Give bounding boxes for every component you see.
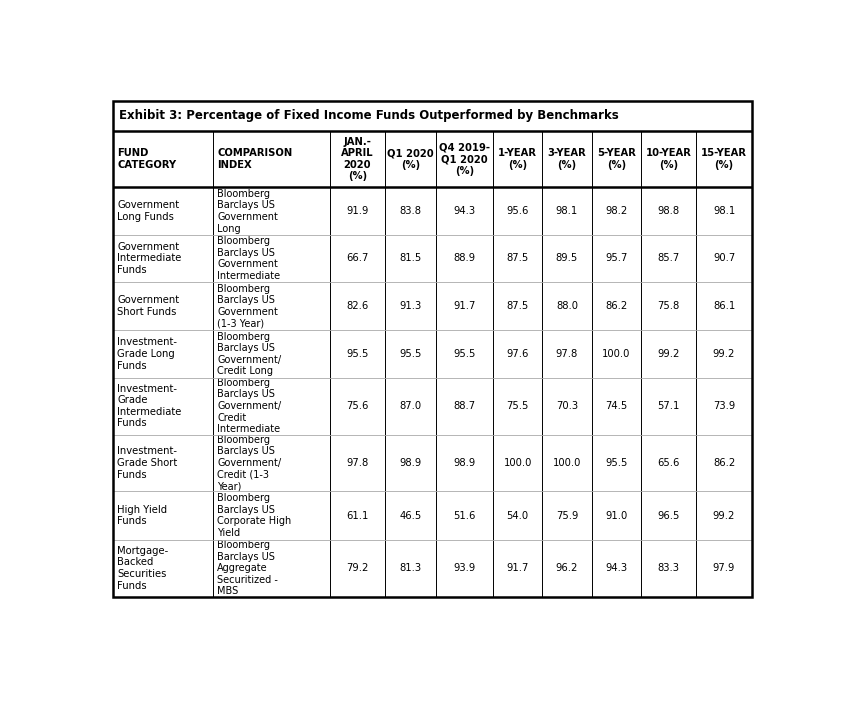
Text: Bloomberg
Barclays US
Government/
Credit Long: Bloomberg Barclays US Government/ Credit… [217,332,281,377]
Text: COMPARISON
INDEX: COMPARISON INDEX [217,149,293,170]
Text: 70.3: 70.3 [556,401,578,411]
Text: 88.0: 88.0 [556,301,578,311]
Text: 91.9: 91.9 [346,206,369,216]
Text: 87.0: 87.0 [399,401,421,411]
Text: Government
Long Funds: Government Long Funds [117,201,180,222]
Text: 86.2: 86.2 [713,458,735,468]
Text: 98.9: 98.9 [399,458,421,468]
Text: 87.5: 87.5 [506,301,529,311]
Text: 83.8: 83.8 [399,206,421,216]
Text: 86.2: 86.2 [605,301,627,311]
Text: 81.3: 81.3 [399,563,421,573]
Text: 90.7: 90.7 [713,253,735,263]
Text: 95.5: 95.5 [399,349,421,359]
Text: 57.1: 57.1 [657,401,680,411]
Text: Q1 2020
(%): Q1 2020 (%) [387,149,434,170]
Text: 97.9: 97.9 [713,563,735,573]
Text: 99.2: 99.2 [713,510,735,521]
Text: 15-YEAR
(%): 15-YEAR (%) [701,149,747,170]
Text: Investment-
Grade Long
Funds: Investment- Grade Long Funds [117,337,177,370]
Text: 5-YEAR
(%): 5-YEAR (%) [597,149,636,170]
Text: 91.3: 91.3 [399,301,421,311]
Text: 98.1: 98.1 [556,206,578,216]
Text: 54.0: 54.0 [506,510,528,521]
Text: 95.5: 95.5 [453,349,475,359]
Text: 3-YEAR
(%): 3-YEAR (%) [548,149,587,170]
Text: Exhibit 3: Percentage of Fixed Income Funds Outperformed by Benchmarks: Exhibit 3: Percentage of Fixed Income Fu… [118,109,619,122]
Text: 81.5: 81.5 [399,253,421,263]
Text: Investment-
Grade
Intermediate
Funds: Investment- Grade Intermediate Funds [117,384,181,429]
Text: 98.8: 98.8 [657,206,679,216]
Text: 88.7: 88.7 [453,401,475,411]
Text: 46.5: 46.5 [399,510,421,521]
Text: 94.3: 94.3 [605,563,627,573]
Text: 100.0: 100.0 [504,458,532,468]
Text: 99.2: 99.2 [713,349,735,359]
Text: 96.2: 96.2 [556,563,578,573]
Text: 74.5: 74.5 [605,401,627,411]
Text: 95.7: 95.7 [605,253,627,263]
Text: FUND
CATEGORY: FUND CATEGORY [117,149,176,170]
Text: 97.6: 97.6 [506,349,529,359]
Text: 93.9: 93.9 [453,563,475,573]
Text: 82.6: 82.6 [346,301,368,311]
Text: 98.9: 98.9 [453,458,475,468]
Text: Bloomberg
Barclays US
Government
Long: Bloomberg Barclays US Government Long [217,189,279,234]
Text: Investment-
Grade Short
Funds: Investment- Grade Short Funds [117,446,177,479]
Text: JAN.-
APRIL
2020
(%): JAN.- APRIL 2020 (%) [341,137,374,182]
Text: 1-YEAR
(%): 1-YEAR (%) [498,149,537,170]
Text: Government
Short Funds: Government Short Funds [117,296,180,317]
Text: 91.0: 91.0 [605,510,627,521]
Text: 98.2: 98.2 [605,206,627,216]
Text: Bloomberg
Barclays US
Corporate High
Yield: Bloomberg Barclays US Corporate High Yie… [217,494,291,538]
Text: 75.8: 75.8 [657,301,679,311]
Text: 96.5: 96.5 [657,510,680,521]
Text: 94.3: 94.3 [453,206,475,216]
Text: 95.5: 95.5 [346,349,369,359]
Text: 86.1: 86.1 [713,301,735,311]
Text: High Yield
Funds: High Yield Funds [117,505,167,527]
Text: Bloomberg
Barclays US
Aggregate
Securitized -
MBS: Bloomberg Barclays US Aggregate Securiti… [217,540,279,596]
Text: 99.2: 99.2 [657,349,680,359]
Text: 83.3: 83.3 [657,563,679,573]
Text: 79.2: 79.2 [346,563,369,573]
Text: Q4 2019-
Q1 2020
(%): Q4 2019- Q1 2020 (%) [439,142,490,175]
Text: 87.5: 87.5 [506,253,529,263]
Text: 75.6: 75.6 [346,401,369,411]
Text: 75.9: 75.9 [556,510,578,521]
Text: 100.0: 100.0 [602,349,630,359]
Text: 95.5: 95.5 [605,458,627,468]
Text: 89.5: 89.5 [556,253,578,263]
Text: 10-YEAR
(%): 10-YEAR (%) [646,149,691,170]
Text: 51.6: 51.6 [453,510,475,521]
Text: Mortgage-
Backed
Securities
Funds: Mortgage- Backed Securities Funds [117,546,169,591]
Text: 73.9: 73.9 [713,401,735,411]
Text: 66.7: 66.7 [346,253,369,263]
Text: 95.6: 95.6 [506,206,529,216]
Text: 100.0: 100.0 [553,458,582,468]
Text: Government
Intermediate
Funds: Government Intermediate Funds [117,241,181,275]
Text: 65.6: 65.6 [657,458,680,468]
Text: 61.1: 61.1 [346,510,369,521]
Text: Bloomberg
Barclays US
Government
Intermediate: Bloomberg Barclays US Government Interme… [217,236,280,281]
Text: 91.7: 91.7 [506,563,529,573]
Text: 91.7: 91.7 [453,301,475,311]
Text: Bloomberg
Barclays US
Government
(1-3 Year): Bloomberg Barclays US Government (1-3 Ye… [217,284,279,329]
Text: 88.9: 88.9 [453,253,475,263]
Text: 75.5: 75.5 [506,401,529,411]
Text: 97.8: 97.8 [346,458,368,468]
Text: 85.7: 85.7 [657,253,679,263]
Text: 98.1: 98.1 [713,206,735,216]
Text: 97.8: 97.8 [556,349,578,359]
Text: Bloomberg
Barclays US
Government/
Credit
Intermediate: Bloomberg Barclays US Government/ Credit… [217,378,281,434]
Text: Bloomberg
Barclays US
Government/
Credit (1-3
Year): Bloomberg Barclays US Government/ Credit… [217,435,281,491]
